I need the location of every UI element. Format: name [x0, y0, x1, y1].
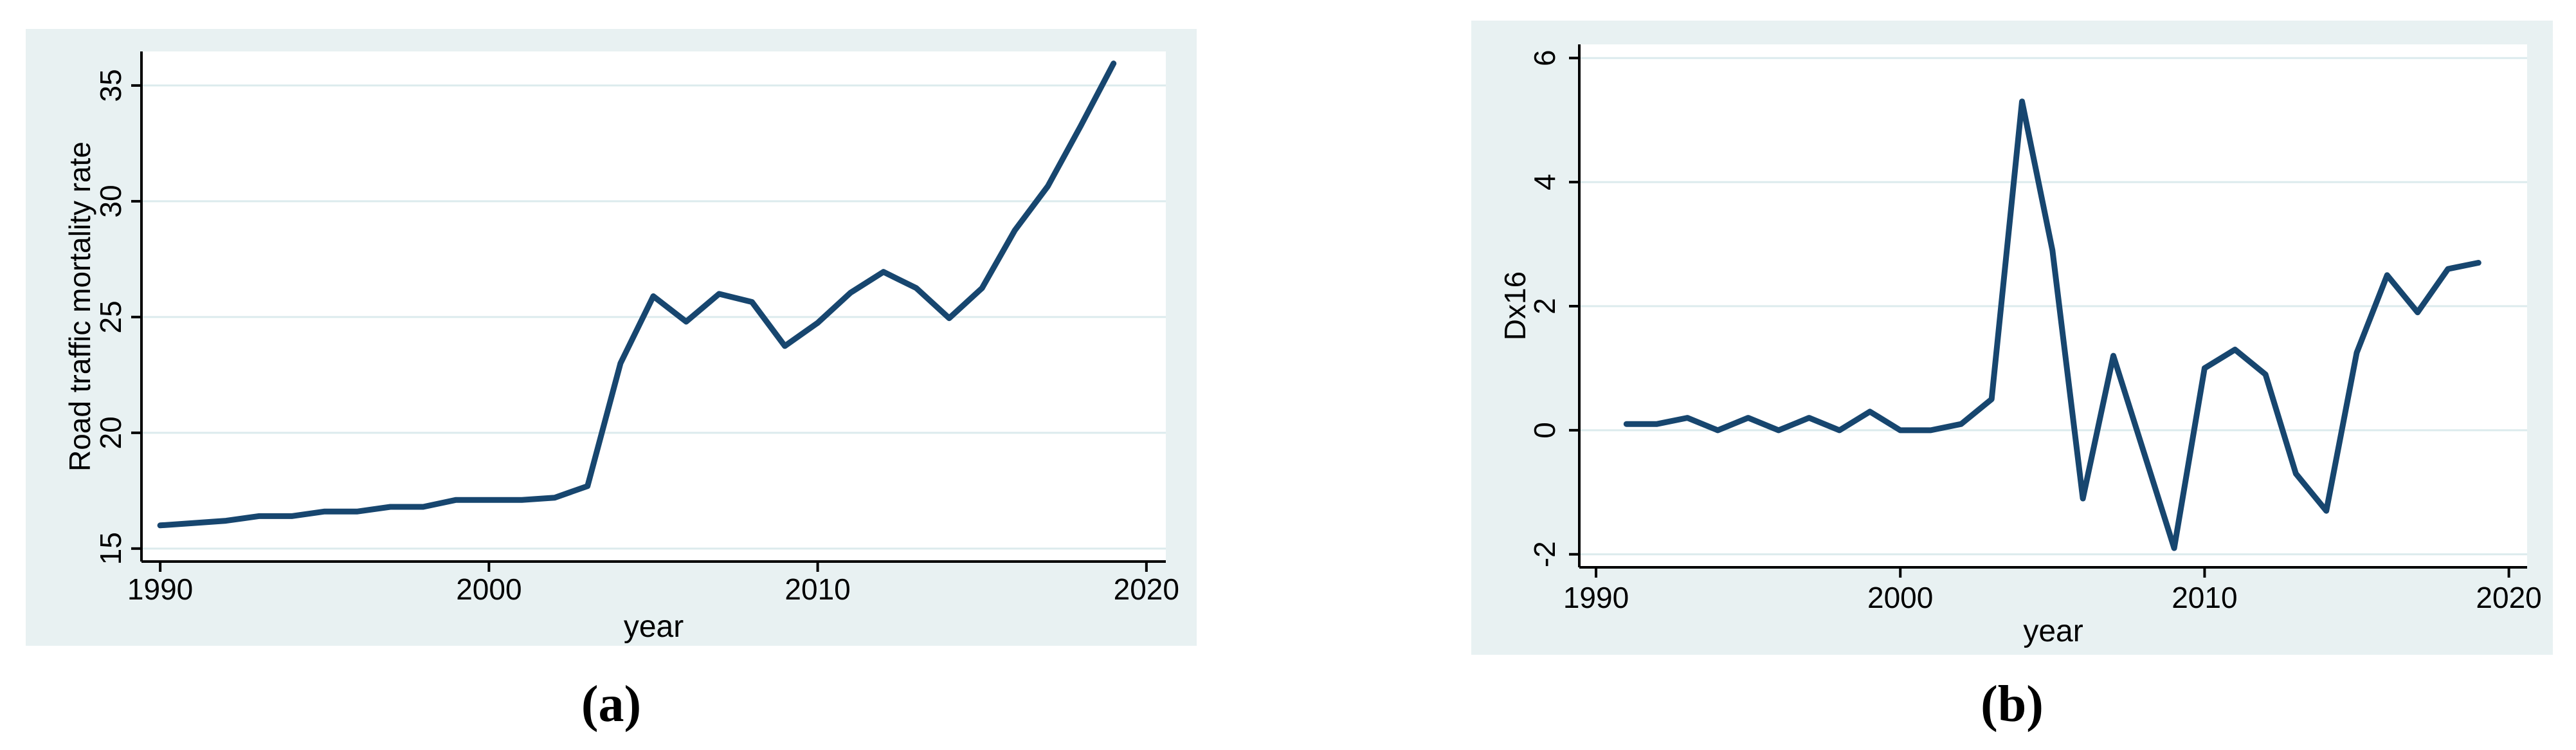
x-tick-label: 2020 [2476, 581, 2541, 614]
x-tick-label: 2000 [456, 572, 522, 606]
x-tick-label: 2020 [1114, 572, 1179, 606]
y-tick-label: -2 [1528, 541, 1561, 567]
line-chart-road-traffic-mortality: 15 20 25 30 35 1990 2000 2010 2020 year Road traff… [26, 29, 1197, 646]
x-tick-label: 1990 [127, 572, 193, 606]
x-axis-title: year [2023, 614, 2083, 648]
y-axis-title: Road traffic mortality rate [63, 142, 96, 471]
y-tick-label: 2 [1528, 298, 1561, 315]
plot-area [141, 51, 1166, 562]
x-tick-label: 2010 [2172, 581, 2237, 614]
data-line [157, 60, 1117, 529]
y-tick-label: 6 [1528, 50, 1561, 66]
y-tick-label: 0 [1528, 422, 1561, 439]
x-tick-label: 2010 [785, 572, 850, 606]
x-axis-title: year [624, 610, 684, 644]
x-tick-label: 2000 [1867, 581, 1933, 614]
y-axis-title: Dx16 [1498, 271, 1532, 340]
y-tick-label: 4 [1528, 174, 1561, 190]
y-tick-label: 30 [94, 185, 127, 217]
subfigure-caption-a: (a) [581, 675, 642, 733]
y-tick-label: 35 [94, 69, 127, 102]
subfigure-caption-b: (b) [1981, 675, 2044, 733]
chart-panel-a: 15 20 25 30 35 1990 2000 2010 2020 year Road traff… [26, 29, 1197, 646]
y-tick-label: 20 [94, 416, 127, 449]
y-tick-label: 25 [94, 300, 127, 333]
line-chart-dx16: -2 0 2 4 6 1990 2000 2010 2020 year Dx16 [1471, 21, 2553, 655]
x-tick-label: 1990 [1563, 581, 1629, 614]
chart-panel-b: -2 0 2 4 6 1990 2000 2010 2020 year Dx16 [1471, 21, 2553, 655]
y-tick-label: 15 [94, 532, 127, 565]
data-line [1623, 98, 2481, 551]
